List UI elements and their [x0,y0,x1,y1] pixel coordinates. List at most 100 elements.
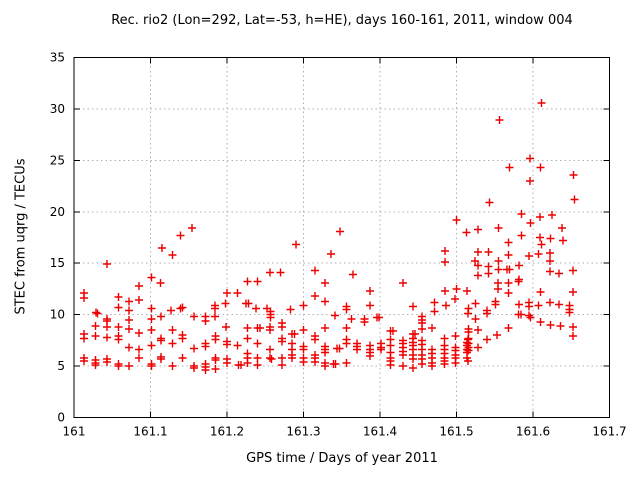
data-point-marker [266,345,274,354]
data-point-marker [366,287,374,295]
data-point-marker [471,299,480,308]
data-point-marker [546,298,554,307]
data-point-marker [135,296,143,304]
data-point-marker [168,362,177,370]
data-point-marker [311,292,319,300]
data-point-marker [494,285,502,293]
data-point-marker [451,295,459,303]
data-point-marker [190,312,198,321]
data-point-marker [211,365,220,373]
data-point-marker [103,323,111,331]
data-point-marker [335,344,344,353]
x-tick-label: 161 [63,425,86,439]
data-point-marker [504,238,513,247]
y-tick-label: 5 [57,359,65,373]
x-tick-label: 161.7 [592,425,626,439]
data-point-marker [299,358,308,366]
data-point-marker [91,332,100,340]
data-point-marker [243,334,252,343]
data-point-marker [253,361,262,369]
data-point-marker [555,269,563,278]
data-point-marker [201,342,210,351]
data-point-marker [327,250,335,258]
data-point-marker [342,359,351,367]
data-point-marker [222,323,230,331]
data-point-marker [92,308,100,317]
data-point-marker [555,300,563,309]
y-tick-label: 35 [50,51,65,65]
data-point-marker [267,355,276,363]
data-point-marker [266,313,275,322]
data-point-marker [494,224,503,232]
data-point-marker [409,302,417,311]
data-point-marker [464,304,473,313]
data-point-marker [430,298,439,307]
x-tick-label: 161.1 [133,425,167,439]
data-point-marker [546,234,555,243]
data-point-marker [517,231,526,240]
chart-title: Rec. rio2 (Lon=292, Lat=-53, h=HE), days… [111,13,573,28]
data-point-marker [233,289,242,297]
data-point-marker [342,324,351,332]
data-point-marker [569,266,577,275]
data-point-marker [80,357,88,365]
data-point-marker [103,260,111,268]
data-point-marker [386,361,395,369]
data-point-marker [556,322,565,330]
data-point-marker [495,116,504,124]
data-point-marker [157,355,165,363]
data-point-marker [201,317,210,325]
data-point-marker [125,316,133,324]
data-point-marker [483,335,491,344]
data-point-marker [484,248,493,256]
data-point-marker [167,306,175,315]
data-point-marker [223,289,231,297]
data-point-marker [147,273,156,282]
data-point-marker [114,323,123,331]
data-point-marker [311,358,319,366]
data-point-marker [266,268,274,277]
data-point-marker [537,99,546,107]
data-point-marker [176,304,185,313]
x-tick-label: 161.6 [516,425,550,439]
data-point-marker [514,277,523,286]
data-point-marker [559,236,567,245]
data-point-marker [474,225,482,234]
data-point-marker [504,289,513,297]
data-point-marker [147,315,156,323]
data-point-marker [188,224,196,232]
x-axis-label: GPS time / Days of year 2011 [246,451,438,466]
data-point-marker [504,279,513,287]
data-point-marker [366,301,374,310]
data-point-marker [546,257,554,265]
data-point-marker [331,311,339,320]
data-point-marker [399,362,407,370]
x-tick-label: 161.5 [439,425,473,439]
data-point-marker [526,219,535,227]
x-tick-label: 161.3 [286,425,320,439]
data-point-marker [243,324,252,332]
data-point-marker [526,313,535,322]
data-point-marker [147,304,156,313]
data-point-marker [223,340,231,349]
data-point-marker [157,312,165,321]
data-point-marker [125,325,133,333]
data-point-marker [331,360,340,368]
data-point-marker [504,324,513,332]
data-point-marker [360,318,369,326]
data-point-marker [386,341,395,350]
data-point-marker [237,361,245,369]
data-point-marker [321,324,329,332]
y-tick-label: 0 [57,411,65,425]
data-point-marker [157,336,165,345]
data-point-marker [190,344,198,353]
data-point-marker [418,360,426,368]
data-point-marker [311,335,319,344]
data-point-marker [290,330,299,338]
data-point-marker [452,216,461,224]
data-point-marker [389,327,397,335]
data-point-marker [494,265,503,274]
data-point-marker [103,333,111,342]
data-point-marker [464,357,472,365]
